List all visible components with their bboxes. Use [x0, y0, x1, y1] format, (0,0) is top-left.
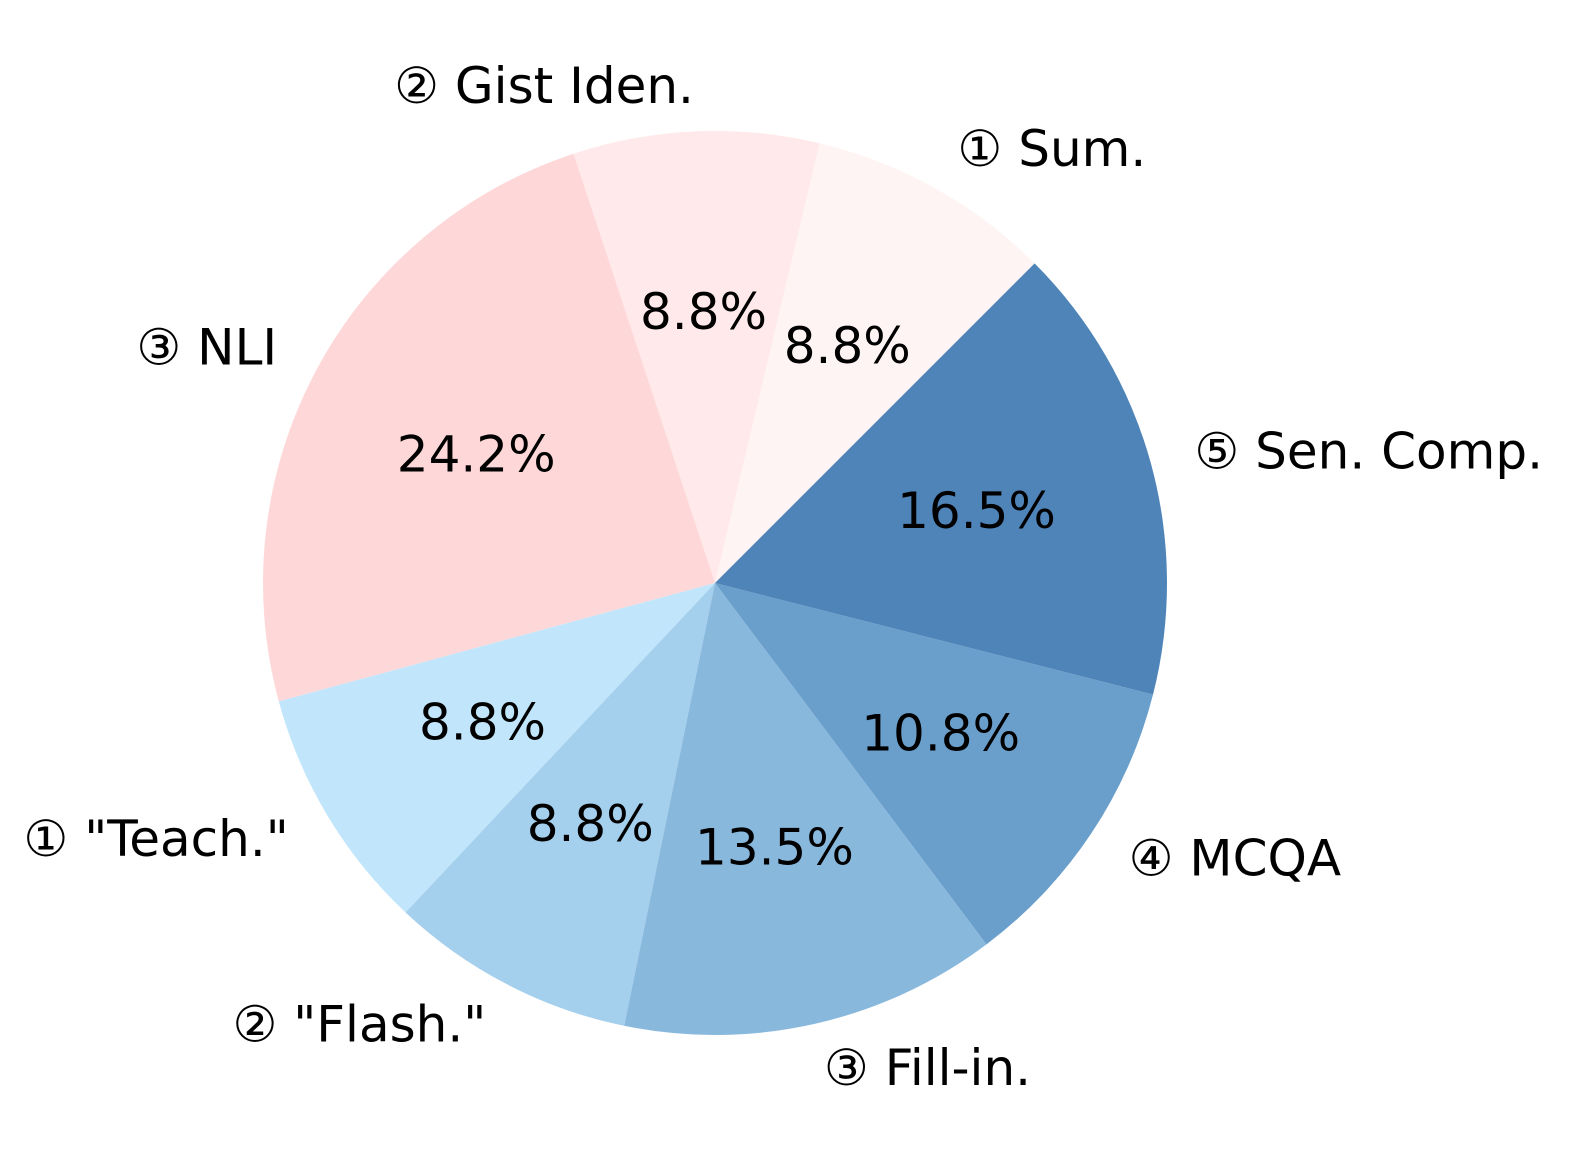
slice-category-label: ② Gist Iden. — [394, 57, 694, 115]
slice-percentage-label: 10.8% — [861, 704, 1020, 762]
slice-category-label: ③ Fill-in. — [824, 1039, 1031, 1097]
pie-slice — [263, 153, 715, 702]
pie-slice — [715, 263, 1167, 695]
slice-percentage-label: 8.8% — [784, 317, 911, 375]
category-labels: ① Sum. ② Gist Iden. ③ NLI ① "Teach." ② "Flas… — [24, 57, 1543, 1097]
slice-percentage-label: 13.5% — [695, 819, 854, 877]
percentage-labels: 8.8% 8.8% 24.2% 8.8% 8.8% 13.5%10.8% 16.5% — [397, 283, 1056, 877]
pie-slice — [624, 583, 987, 1035]
pie-slice — [715, 143, 1035, 584]
slice-category-label: ③ NLI — [136, 318, 277, 376]
pie-slice — [715, 583, 1154, 945]
slice-category-label: ⑤ Sen. Comp. — [1194, 422, 1543, 480]
slice-percentage-label: 16.5% — [897, 482, 1056, 540]
pie-slice — [405, 583, 715, 1026]
slice-percentage-label: 8.8% — [419, 694, 546, 752]
pie-slices — [263, 131, 1167, 1035]
slice-category-label: ① Sum. — [958, 120, 1147, 178]
slice-category-label: ② "Flash." — [233, 995, 487, 1053]
slice-category-label: ① "Teach." — [24, 810, 289, 868]
pie-slice — [573, 131, 820, 584]
pie-slice — [278, 583, 715, 913]
slice-percentage-label: 24.2% — [397, 425, 556, 483]
slice-category-label: ④ MCQA — [1129, 830, 1341, 888]
slice-percentage-label: 8.8% — [640, 283, 767, 341]
slice-percentage-label: 8.8% — [527, 795, 654, 853]
